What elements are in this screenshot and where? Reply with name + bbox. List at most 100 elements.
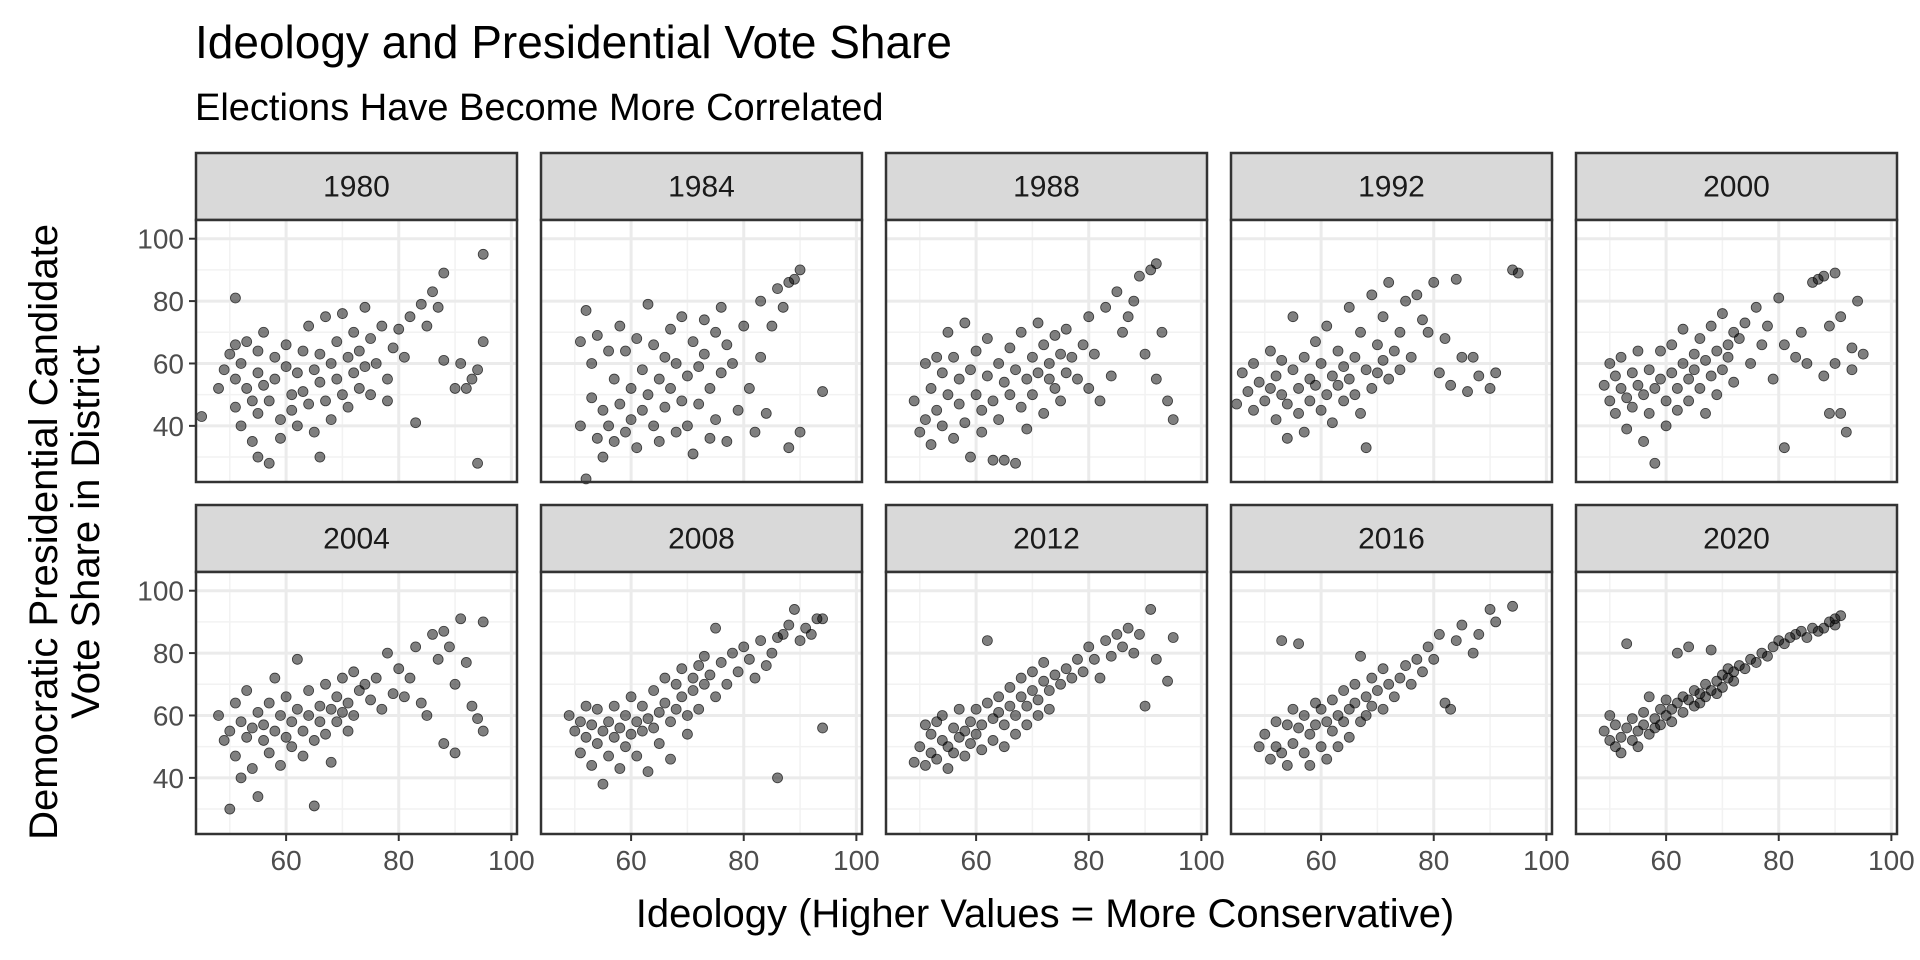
data-point bbox=[805, 628, 817, 640]
data-point bbox=[1088, 348, 1100, 360]
data-point bbox=[1338, 685, 1350, 696]
data-point bbox=[466, 700, 478, 712]
data-point bbox=[1456, 619, 1468, 631]
data-point bbox=[603, 750, 614, 762]
data-point bbox=[252, 791, 264, 802]
data-point bbox=[331, 336, 343, 348]
data-point bbox=[1010, 364, 1021, 376]
data-point bbox=[1852, 295, 1863, 307]
data-point bbox=[981, 370, 993, 382]
data-point bbox=[1394, 326, 1406, 338]
strip-label: 1988 bbox=[1013, 171, 1080, 204]
data-point bbox=[1762, 650, 1773, 662]
data-point bbox=[291, 367, 303, 379]
data-point bbox=[608, 731, 620, 743]
data-point bbox=[794, 635, 806, 647]
data-point bbox=[603, 716, 614, 728]
data-point bbox=[286, 404, 298, 416]
data-point bbox=[382, 373, 393, 385]
data-point bbox=[1027, 666, 1038, 678]
data-point bbox=[1383, 373, 1395, 385]
data-point bbox=[1722, 339, 1734, 351]
data-point bbox=[1293, 638, 1304, 650]
panel-2012: 2012 60 80 100 bbox=[884, 503, 1225, 876]
data-point bbox=[415, 298, 427, 310]
data-point bbox=[472, 364, 483, 376]
data-point bbox=[959, 417, 971, 429]
data-point bbox=[1388, 345, 1400, 357]
data-point bbox=[1717, 308, 1728, 319]
data-point bbox=[348, 367, 360, 379]
data-point bbox=[591, 703, 603, 715]
x-tick-label: 80 bbox=[728, 845, 759, 876]
data-point bbox=[263, 697, 275, 709]
data-point bbox=[1666, 367, 1678, 379]
data-point bbox=[235, 772, 247, 784]
data-point bbox=[1015, 691, 1027, 703]
data-point bbox=[1829, 267, 1841, 279]
data-point bbox=[1287, 738, 1299, 749]
data-point bbox=[676, 691, 688, 703]
data-point bbox=[614, 722, 626, 734]
data-point bbox=[1293, 383, 1304, 394]
data-point bbox=[1027, 389, 1038, 401]
x-tick-label: 80 bbox=[1073, 845, 1104, 876]
data-point bbox=[1615, 383, 1627, 394]
strip-1988 bbox=[884, 151, 1209, 222]
data-point bbox=[1750, 301, 1762, 313]
data-point bbox=[1253, 376, 1265, 388]
data-point bbox=[314, 700, 326, 712]
data-point bbox=[269, 351, 281, 363]
x-tick-label: 100 bbox=[1868, 845, 1915, 876]
data-point bbox=[642, 713, 654, 724]
data-point bbox=[591, 738, 603, 749]
data-point bbox=[1010, 728, 1021, 740]
data-point bbox=[1060, 367, 1072, 379]
data-point bbox=[998, 454, 1010, 466]
data-point bbox=[1632, 379, 1644, 391]
data-point bbox=[659, 697, 671, 709]
data-point bbox=[1083, 383, 1095, 394]
data-point bbox=[693, 361, 705, 372]
data-point bbox=[230, 697, 241, 709]
data-point bbox=[1304, 759, 1316, 771]
data-point bbox=[620, 710, 631, 721]
data-point bbox=[477, 616, 489, 628]
data-point bbox=[789, 273, 800, 285]
data-point bbox=[303, 398, 315, 410]
data-point bbox=[393, 663, 405, 675]
data-point bbox=[1111, 286, 1123, 298]
data-point bbox=[817, 386, 828, 397]
data-point bbox=[1638, 719, 1649, 731]
data-point bbox=[325, 703, 337, 715]
data-point bbox=[1004, 342, 1016, 354]
strip-label: 2020 bbox=[1703, 523, 1770, 556]
data-point bbox=[908, 395, 920, 407]
data-point bbox=[1088, 653, 1100, 665]
data-point bbox=[1321, 320, 1333, 332]
data-point bbox=[1422, 326, 1434, 338]
data-point bbox=[1343, 373, 1355, 385]
data-point bbox=[1655, 373, 1666, 385]
data-point bbox=[794, 264, 806, 276]
data-point bbox=[1377, 663, 1389, 675]
data-point bbox=[1626, 367, 1638, 379]
data-point bbox=[1310, 336, 1321, 348]
data-point bbox=[404, 311, 416, 323]
x-tick-label: 80 bbox=[1418, 845, 1449, 876]
data-point bbox=[693, 660, 705, 671]
data-point bbox=[1490, 616, 1502, 628]
data-point bbox=[1287, 364, 1299, 376]
data-point bbox=[1643, 407, 1655, 419]
data-point bbox=[575, 336, 586, 348]
data-point bbox=[320, 678, 331, 690]
data-point bbox=[931, 351, 943, 363]
data-point bbox=[965, 716, 976, 728]
data-point bbox=[1733, 333, 1745, 344]
data-point bbox=[1615, 747, 1627, 759]
data-point bbox=[252, 706, 264, 718]
data-point bbox=[925, 383, 937, 394]
data-point bbox=[1610, 719, 1621, 731]
data-point bbox=[455, 358, 467, 369]
data-point bbox=[653, 706, 665, 718]
